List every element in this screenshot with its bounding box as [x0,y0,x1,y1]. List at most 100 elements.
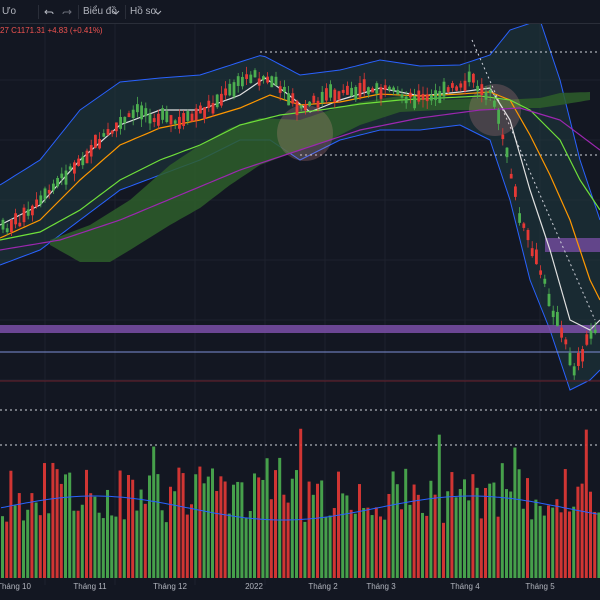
volume-bar-down [555,499,559,578]
volume-bar-down [332,508,336,578]
volume-bar-down [59,483,63,578]
volume-bar-up [232,484,235,578]
candle-down [94,134,97,148]
volume-bar-down [584,429,588,578]
candle-down [425,94,429,102]
candle-down [472,73,475,83]
candle-up [442,81,446,97]
candle-down [207,100,211,108]
candle-up [270,76,274,88]
volume-bar-down [9,470,13,578]
volume-bar-up [278,457,282,578]
candle-down [31,205,34,216]
volume-bar-up [370,515,374,578]
volume-bar-up [295,470,298,578]
candle-down [409,92,412,98]
candle-down [224,88,227,96]
candle-down [585,334,589,345]
candle-up [68,166,72,170]
price-chart[interactable]: Tháng 10 Tháng 11 Tháng 12 2022 Tháng 2 Tháng… [0,24,600,600]
chart-menu-button[interactable]: Biểu đồ [83,6,117,17]
volume-bar-up [530,519,534,578]
candle-down [312,95,316,103]
volume-bar-up [303,521,307,578]
volume-bar-down [223,481,227,578]
volume-bar-up [206,476,210,578]
volume-bar-down [563,469,567,578]
candle-up [572,366,576,376]
x-tick-label: Tháng 12 [153,582,187,591]
profile-menu-button[interactable]: Hồ sơ [130,6,158,17]
volume-bar-down [580,483,584,578]
volume-bar-down [118,470,122,578]
volume-bar-up [64,474,67,578]
candle-up [140,105,143,120]
volume-bar-up [538,506,542,578]
candle-down [341,89,345,93]
candle-up [236,76,240,86]
volume-bar-up [68,472,72,578]
volume-bar-up [517,469,521,578]
candle-down [278,86,282,93]
moving-average-orange [0,91,600,301]
volume-bar-up [320,480,324,578]
candle-down [446,87,450,92]
candle-up [543,278,547,284]
app-label[interactable]: Ưo [2,6,17,17]
candle-up [388,86,391,90]
candle-down [362,79,366,92]
volume-bar-up [244,517,248,578]
candle-up [568,352,572,366]
candle-down [190,113,194,122]
candle-up [375,83,379,94]
candle-up [283,86,286,92]
candle-down [199,105,202,114]
candle-down [379,87,383,99]
volume-bar-up [509,491,513,578]
candle-down [178,116,181,129]
candle-down [35,199,38,207]
volume-bar-down [526,478,529,578]
volume-bar-up [202,483,206,578]
candle-up [173,120,177,124]
volume-bar-down [181,473,185,578]
candle-down [346,85,349,95]
highlight-circle [277,105,333,161]
candle-up [60,173,64,179]
candle-down [110,130,114,134]
candle-down [371,88,374,93]
candle-down [115,122,118,132]
volume-bar-up [324,517,328,578]
candle-up [434,90,437,101]
candle-up [232,82,236,97]
volume-bar-down [442,522,445,578]
candle-up [467,71,471,83]
volume-bar-up [454,497,458,578]
chevron-down-icon[interactable] [112,4,120,20]
volume-bar-down [412,484,416,578]
candle-down [266,76,269,83]
candle-down [530,248,534,256]
candle-up [488,90,492,94]
candle-up [354,86,358,100]
volume-bar-down [593,511,597,578]
chevron-down-icon[interactable] [154,4,162,20]
volume-bar-up [437,434,441,578]
volume-bar-up [173,491,177,578]
candle-up [287,93,290,106]
redo-icon[interactable] [62,4,72,20]
candle-down [220,93,223,106]
candle-up [26,209,30,216]
x-tick-label: Tháng 10 [0,582,31,591]
support-zone-band [0,325,600,333]
candle-up [64,170,68,185]
moving-average-purple [0,107,600,251]
candle-up [413,95,416,109]
volume-bar-down [374,507,378,578]
undo-icon[interactable] [44,4,54,20]
candle-up [241,76,244,87]
volume-average-line [0,495,598,521]
candle-down [581,349,584,362]
volume-bar-down [496,516,500,578]
volume-bar-up [311,494,315,578]
